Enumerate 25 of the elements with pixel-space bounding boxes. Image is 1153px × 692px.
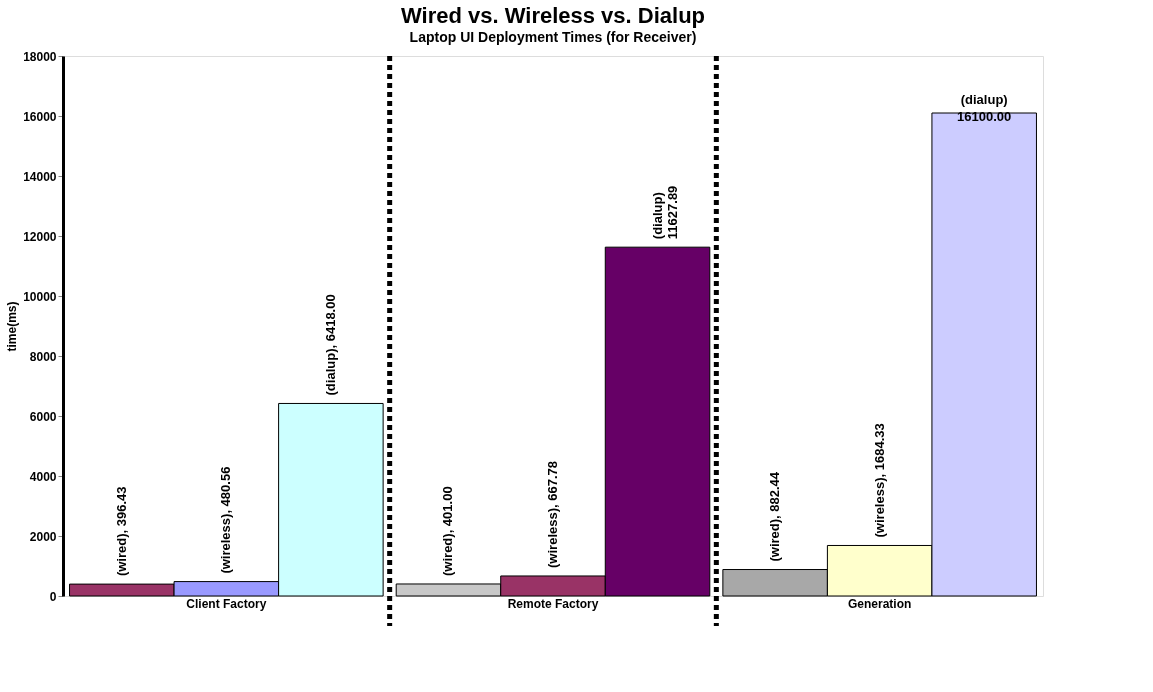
x-tick-label: Client Factory xyxy=(186,596,267,611)
y-tick-label: 4000 xyxy=(29,469,57,484)
data-label: (wired), 401.00 xyxy=(440,486,456,576)
y-tick-label: 0 xyxy=(49,589,57,604)
data-label: (wireless), 667.78 xyxy=(545,461,560,568)
y-tick-label: 2000 xyxy=(29,529,57,544)
data-label: (wired), 396.43 xyxy=(113,486,129,577)
data-label: (dialup) 11627.89 xyxy=(649,185,680,240)
x-tick-label: Remote Factory xyxy=(507,596,599,611)
y-tick-label: 18000 xyxy=(23,49,57,64)
chart-title: Wired vs. Wireless vs. Dialup xyxy=(400,3,706,28)
y-tick-label: 8000 xyxy=(29,349,57,364)
data-label: (wireless), 480.56 xyxy=(218,466,234,574)
y-tick-label: 16000 xyxy=(23,109,57,124)
y-axis-title: time(ms) xyxy=(5,301,20,352)
data-label: (wired), 882.44 xyxy=(767,471,783,562)
x-tick-label: Generation xyxy=(847,596,912,611)
data-label: (wireless), 1684.33 xyxy=(871,423,887,538)
chart-subtitle: Laptop UI Deployment Times (for Receiver) xyxy=(409,29,697,45)
y-tick-label: 6000 xyxy=(29,409,57,424)
y-tick-label: 10000 xyxy=(23,289,57,304)
data-label: (dialup), 6418.00 xyxy=(322,294,338,396)
y-tick-label: 12000 xyxy=(23,229,57,244)
data-label: (dialup) 16100.00 xyxy=(957,92,1012,124)
y-tick-label: 14000 xyxy=(23,169,57,184)
